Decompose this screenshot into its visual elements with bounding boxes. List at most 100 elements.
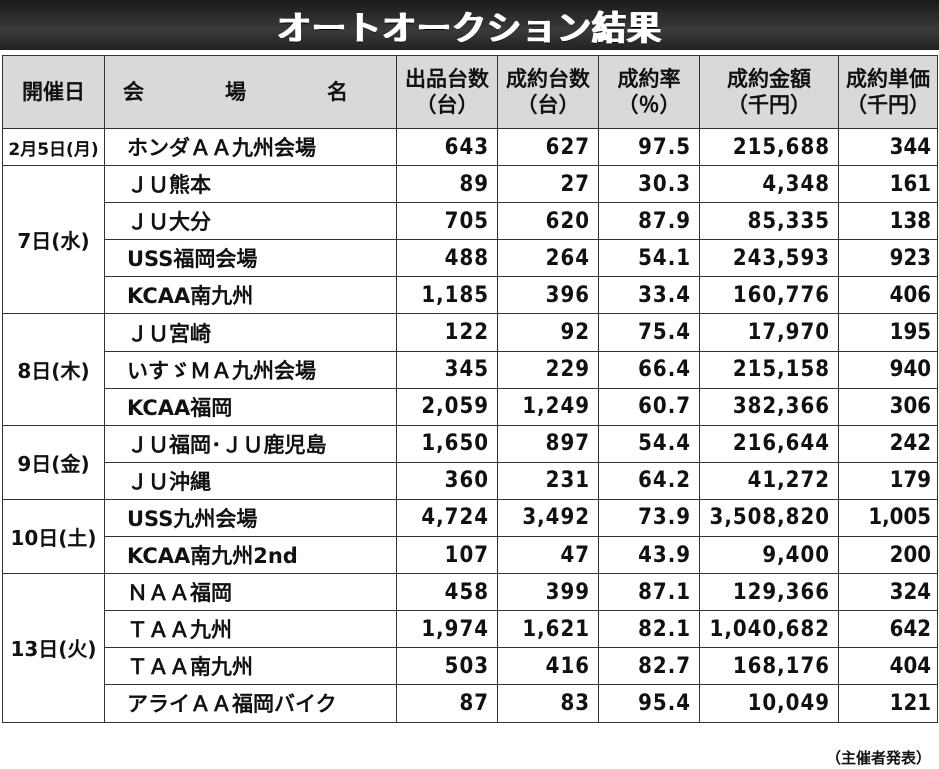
unit-price-cell: 200 — [838, 536, 938, 575]
unit-price-cell: 404 — [838, 647, 938, 686]
venue-cell: KCAA南九州 — [104, 276, 397, 315]
table-row: KCAA南九州 1,185 396 33.4 160,776 406 — [3, 276, 938, 315]
table-row: 9日(金) ＪＵ福岡･ＪＵ鹿児島 1,650 897 54.4 216,644 242 — [2, 424, 938, 500]
header-rate: 成約率 （％） — [598, 55, 700, 129]
rate-cell: 54.4 — [598, 424, 700, 463]
table-row: 10日(土) USS九州会場 4,724 3,492 73.9 3,508,820 1,00… — [2, 498, 938, 575]
header-sold: 成約台数 （台） — [497, 55, 599, 129]
unit-price-cell: 121 — [838, 684, 938, 723]
venue-cell: ＴＡＡ南九州 — [104, 647, 397, 686]
listed-cell: 503 — [396, 647, 498, 686]
header-unit-price: 成約単価 （千円） — [838, 55, 938, 129]
listed-cell: 122 — [396, 313, 498, 352]
sold-cell: 396 — [497, 276, 599, 315]
listed-cell: 4,724 — [396, 498, 498, 538]
unit-price-cell: 344 — [838, 127, 938, 167]
amount-cell: 168,176 — [699, 647, 839, 686]
amount-cell: 243,593 — [699, 239, 839, 278]
venue-cell: アライＡＡ福岡バイク — [104, 684, 397, 723]
listed-cell: 1,650 — [396, 424, 498, 463]
unit-price-cell: 179 — [838, 461, 938, 500]
venue-cell: ＪＵ福岡･ＪＵ鹿児島 — [104, 424, 397, 463]
venue-cell: ホンダＡＡ九州会場 — [104, 127, 397, 167]
sold-cell: 27 — [497, 165, 599, 204]
amount-cell: 129,366 — [699, 573, 839, 612]
unit-price-cell: 642 — [838, 610, 938, 649]
listed-cell: 705 — [396, 202, 498, 241]
sold-cell: 399 — [497, 573, 599, 612]
rate-cell: 43.9 — [598, 536, 700, 575]
unit-price-cell: 138 — [838, 202, 938, 241]
table-row: ＴＡＡ九州 1,974 1,621 82.1 1,040,682 642 — [3, 610, 938, 649]
listed-cell: 1,185 — [396, 276, 498, 315]
sold-cell: 627 — [497, 127, 599, 167]
listed-cell: 1,974 — [396, 610, 498, 649]
venue-cell: KCAA福岡 — [104, 387, 397, 426]
table-row: 7日(水) ＪＵ熊本 89 27 30.3 4,348 161 — [2, 165, 938, 315]
sold-cell: 231 — [497, 461, 599, 500]
venue-cell: ＪＵ大分 — [104, 202, 397, 241]
amount-cell: 17,970 — [699, 313, 839, 352]
table-row: アライＡＡ福岡バイク 87 83 95.4 10,049 121 — [3, 684, 938, 723]
listed-cell: 488 — [396, 239, 498, 278]
unit-price-cell: 406 — [838, 276, 938, 315]
venue-cell: USS九州会場 — [104, 498, 397, 538]
header-row: 開催日 会 場 名 出品台数 （台） 成約台数 （台） 成約率 （％） 成約金額… — [2, 55, 938, 129]
header-date: 開催日 — [2, 55, 105, 129]
table-row: 8日(木) ＪＵ宮崎 122 92 75.4 17,970 195 — [2, 313, 938, 426]
title-bar: オートオークション結果 — [0, 0, 939, 50]
unit-price-cell: 242 — [838, 424, 938, 463]
venue-cell: ＴＡＡ九州 — [104, 610, 397, 649]
unit-price-cell: 306 — [838, 387, 938, 426]
header-listed: 出品台数 （台） — [396, 55, 498, 129]
date-cell: 7日(水) — [2, 165, 105, 315]
unit-price-cell: 195 — [838, 313, 938, 352]
rate-cell: 66.4 — [598, 350, 700, 389]
amount-cell: 85,335 — [699, 202, 839, 241]
unit-price-cell: 324 — [838, 573, 938, 612]
rate-cell: 82.7 — [598, 647, 700, 686]
table-row: USS福岡会場 488 264 54.1 243,593 923 — [3, 239, 938, 278]
page-title: オートオークション結果 — [277, 8, 662, 49]
amount-cell: 216,644 — [699, 424, 839, 463]
table-row: 2月5日(月) ホンダＡＡ九州会場 643 627 97.5 215,688 344 — [2, 127, 938, 167]
rate-cell: 60.7 — [598, 387, 700, 426]
listed-cell: 360 — [396, 461, 498, 500]
unit-price-cell: 923 — [838, 239, 938, 278]
venue-cell: USS福岡会場 — [104, 239, 397, 278]
venue-cell: ＮＡＡ福岡 — [104, 573, 397, 612]
table-row: KCAA福岡 2,059 1,249 60.7 382,366 306 — [3, 387, 938, 426]
table-row: ＪＵ沖縄 360 231 64.2 41,272 179 — [3, 461, 938, 500]
date-cell: 9日(金) — [2, 424, 105, 500]
listed-cell: 458 — [396, 573, 498, 612]
header-venue: 会 場 名 — [104, 55, 397, 129]
amount-cell: 41,272 — [699, 461, 839, 500]
listed-cell: 107 — [396, 536, 498, 575]
rate-cell: 73.9 — [598, 498, 700, 538]
listed-cell: 89 — [396, 165, 498, 204]
rate-cell: 64.2 — [598, 461, 700, 500]
unit-price-cell: 940 — [838, 350, 938, 389]
venue-cell: いすゞＭＡ九州会場 — [104, 350, 397, 389]
sold-cell: 1,621 — [497, 610, 599, 649]
amount-cell: 9,400 — [699, 536, 839, 575]
table-row: いすゞＭＡ九州会場 345 229 66.4 215,158 940 — [3, 350, 938, 389]
sold-cell: 620 — [497, 202, 599, 241]
amount-cell: 215,158 — [699, 350, 839, 389]
venue-cell: ＪＵ宮崎 — [104, 313, 397, 352]
table-row: 13日(火) ＮＡＡ福岡 458 399 87.1 129,366 324 — [2, 573, 938, 723]
date-cell: 10日(土) — [2, 498, 105, 575]
rate-cell: 97.5 — [598, 127, 700, 167]
sold-cell: 83 — [497, 684, 599, 723]
unit-price-cell: 161 — [838, 165, 938, 204]
sold-cell: 1,249 — [497, 387, 599, 426]
table-body: 2月5日(月) ホンダＡＡ九州会場 643 627 97.5 215,688 344 7日(水… — [2, 127, 938, 723]
amount-cell: 4,348 — [699, 165, 839, 204]
date-cell: 13日(火) — [2, 573, 105, 723]
results-table: 開催日 会 場 名 出品台数 （台） 成約台数 （台） 成約率 （％） 成約金額… — [2, 55, 938, 723]
unit-price-cell: 1,005 — [838, 498, 938, 538]
date-cell: 2月5日(月) — [2, 127, 105, 167]
venue-cell: KCAA南九州2nd — [104, 536, 397, 575]
table-row: ＴＡＡ南九州 503 416 82.7 168,176 404 — [3, 647, 938, 686]
amount-cell: 382,366 — [699, 387, 839, 426]
